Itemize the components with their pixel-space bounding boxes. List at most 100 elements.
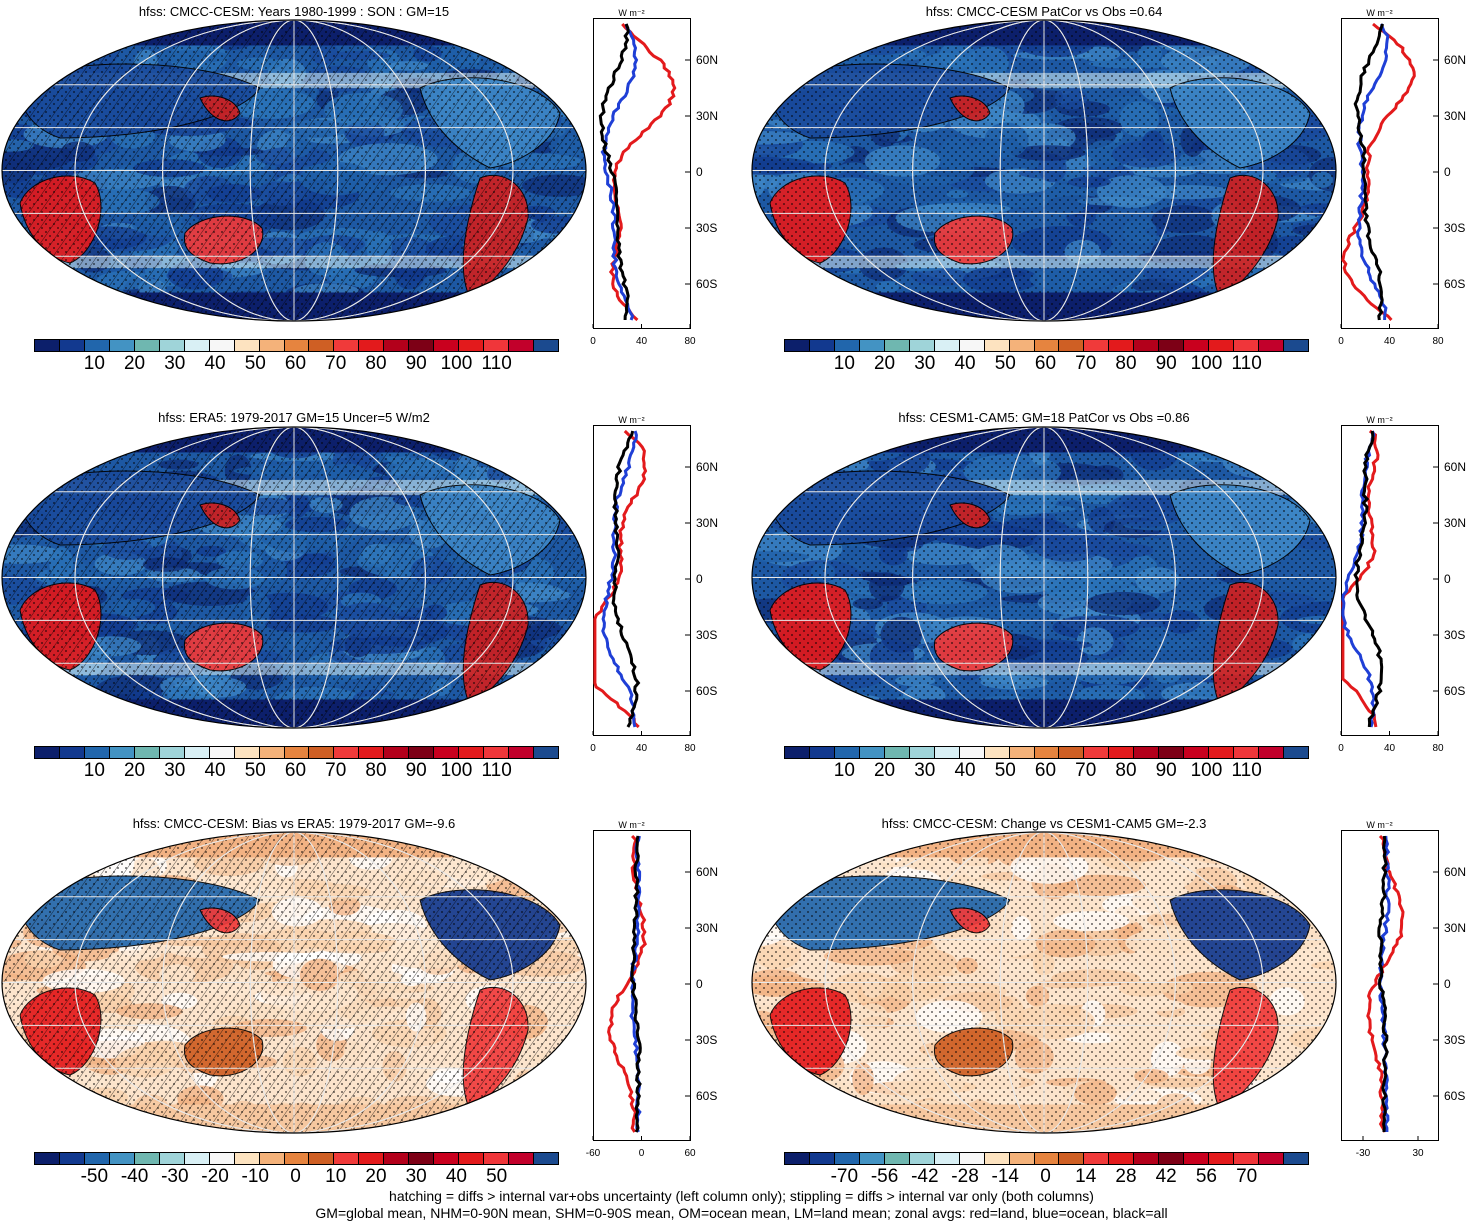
zonal-unit-label: W m⁻² [1366, 8, 1392, 18]
zonal-x-tick: 60 [684, 1148, 696, 1159]
colorbar-tick-label: 20 [365, 1166, 387, 1187]
zonal-lat-tick: 0 [696, 977, 703, 991]
zonal-lat-tick: 60N [696, 460, 718, 474]
zonal-lat-tick: 60S [696, 684, 717, 698]
colorbar-tick-label: 90 [405, 760, 427, 781]
zonal-x-tick: 40 [1384, 743, 1396, 754]
colorbar-tick-label: 90 [1155, 760, 1177, 781]
colorbar-tick-label: 110 [1231, 353, 1262, 374]
zonal-lat-tick: 30N [1444, 516, 1466, 530]
colorbar [784, 1152, 1309, 1165]
colorbar-labels: 10 20 30 40 50 60 70 80 90 100 110 [784, 353, 1307, 375]
zonal-lat-tick: 60N [1444, 460, 1466, 474]
zonal-mean-plot: W m⁻² 60N 30N 0 30S 60S 0 40 80 [590, 415, 718, 754]
colorbar-tick-label: 40 [445, 1166, 467, 1187]
colorbar-tick-label: 14 [1075, 1166, 1097, 1187]
zonal-lat-tick: 30S [696, 1033, 717, 1047]
zonal-unit-label: W m⁻² [618, 8, 644, 18]
colorbar-tick-label: 30 [914, 760, 936, 781]
colorbar [34, 746, 559, 759]
colorbar-tick-label: 30 [164, 353, 186, 374]
zonal-x-tick: 0 [590, 336, 596, 347]
zonal-lat-tick: 30S [1444, 221, 1465, 235]
zonal-lat-tick: 30N [696, 109, 718, 123]
zonal-lat-tick: 30S [696, 221, 717, 235]
zonal-lat-tick: 60S [696, 277, 717, 291]
zonal-x-tick: 0 [1338, 743, 1344, 754]
zonal-x-tick: 80 [1432, 743, 1444, 754]
colorbar-tick-label: 80 [1115, 353, 1137, 374]
zonal-lat-tick: 0 [1444, 165, 1451, 179]
colorbar-tick-label: 100 [440, 760, 473, 781]
colorbar-tick-label: -14 [991, 1166, 1019, 1187]
zonal-x-tick: 40 [636, 743, 648, 754]
zonal-lat-tick: 30N [696, 516, 718, 530]
colorbar-labels: -50 -40 -30 -20 -10 0 10 20 30 40 50 [34, 1166, 557, 1188]
colorbar-tick-label: 70 [1075, 760, 1097, 781]
colorbar-tick-label: 90 [1155, 353, 1177, 374]
colorbar-labels: 10 20 30 40 50 60 70 80 90 100 110 [34, 760, 557, 782]
colorbar-tick-label: 20 [123, 353, 146, 374]
colorbar-tick-label: 50 [994, 353, 1016, 374]
zonal-x-tick: -60 [586, 1148, 601, 1159]
zonal-lat-tick: 60S [1444, 684, 1465, 698]
colorbar-tick-label: -30 [161, 1166, 189, 1187]
colorbar-tick-label: 70 [1075, 353, 1097, 374]
robinson-map [1, 831, 587, 1134]
colorbar-tick-label: 80 [1115, 760, 1137, 781]
colorbar-tick-label: 28 [1115, 1166, 1137, 1187]
zonal-lat-tick: 30S [1444, 1033, 1465, 1047]
zonal-mean-plot: W m⁻² 60N 30N 0 30S 60S -30 30 [1341, 820, 1466, 1159]
colorbar [784, 339, 1309, 352]
colorbar-tick-label: 30 [405, 1166, 427, 1187]
colorbar-tick-label: 40 [954, 353, 976, 374]
colorbar-tick-label: 10 [325, 1166, 347, 1187]
robinson-map [751, 19, 1337, 322]
colorbar-tick-label: 110 [481, 353, 512, 374]
colorbar-tick-label: -50 [80, 1166, 109, 1187]
colorbar-tick-label: -40 [120, 1166, 149, 1187]
colorbar-tick-label: 50 [244, 760, 266, 781]
colorbar-tick-label: 50 [486, 1166, 508, 1187]
colorbar-tick-label: 20 [123, 760, 146, 781]
map-title: hfss: CESM1-CAM5: GM=18 PatCor vs Obs =0… [898, 410, 1190, 425]
zonal-x-tick: 0 [1338, 336, 1344, 347]
zonal-lat-tick: 60N [1444, 53, 1466, 67]
zonal-lat-tick: 60N [1444, 865, 1466, 879]
zonal-x-tick: 30 [1412, 1148, 1424, 1159]
colorbar-tick-label: 50 [244, 353, 266, 374]
zonal-x-tick: 40 [1384, 336, 1396, 347]
footer-line-2: GM=global mean, NHM=0-90N mean, SHM=0-90… [315, 1205, 1168, 1221]
zonal-lat-tick: 0 [1444, 572, 1451, 586]
colorbar-tick-label: -42 [911, 1166, 939, 1187]
colorbar-tick-label: -10 [241, 1166, 269, 1187]
zonal-mean-plot: W m⁻² 60N 30N 0 30S 60S 0 40 80 [1338, 8, 1466, 347]
zonal-lat-tick: 60S [1444, 1089, 1465, 1103]
zonal-x-tick: 40 [636, 336, 648, 347]
colorbar-tick-label: 40 [204, 353, 226, 374]
map-title: hfss: CMCC-CESM: Bias vs ERA5: 1979-2017… [132, 816, 456, 831]
zonal-lat-tick: 30N [696, 921, 718, 935]
zonal-lat-tick: 30S [1444, 628, 1465, 642]
colorbar-tick-label: 30 [914, 353, 936, 374]
zonal-unit-label: W m⁻² [618, 820, 644, 830]
zonal-lat-tick: 60N [696, 865, 718, 879]
zonal-x-tick: 80 [684, 336, 696, 347]
zonal-x-tick: 80 [684, 743, 696, 754]
robinson-map [751, 831, 1337, 1134]
colorbar-tick-label: 0 [290, 1166, 301, 1187]
map-title: hfss: ERA5: 1979-2017 GM=15 Uncer=5 W/m2 [158, 410, 430, 425]
colorbar [784, 746, 1309, 759]
map-title: hfss: CMCC-CESM: Years 1980-1999 : SON :… [138, 4, 450, 19]
colorbar-tick-label: 70 [325, 760, 347, 781]
colorbar-tick-label: 20 [873, 760, 896, 781]
colorbar-tick-label: 110 [481, 760, 512, 781]
zonal-lat-tick: 30N [1444, 109, 1466, 123]
zonal-unit-label: W m⁻² [618, 415, 644, 425]
colorbar [34, 339, 559, 352]
colorbar-tick-label: 40 [204, 760, 226, 781]
colorbar-tick-label: 80 [365, 760, 387, 781]
colorbar-tick-label: 100 [440, 353, 473, 374]
colorbar-tick-label: 20 [873, 353, 896, 374]
colorbar-tick-label: 100 [1190, 760, 1223, 781]
